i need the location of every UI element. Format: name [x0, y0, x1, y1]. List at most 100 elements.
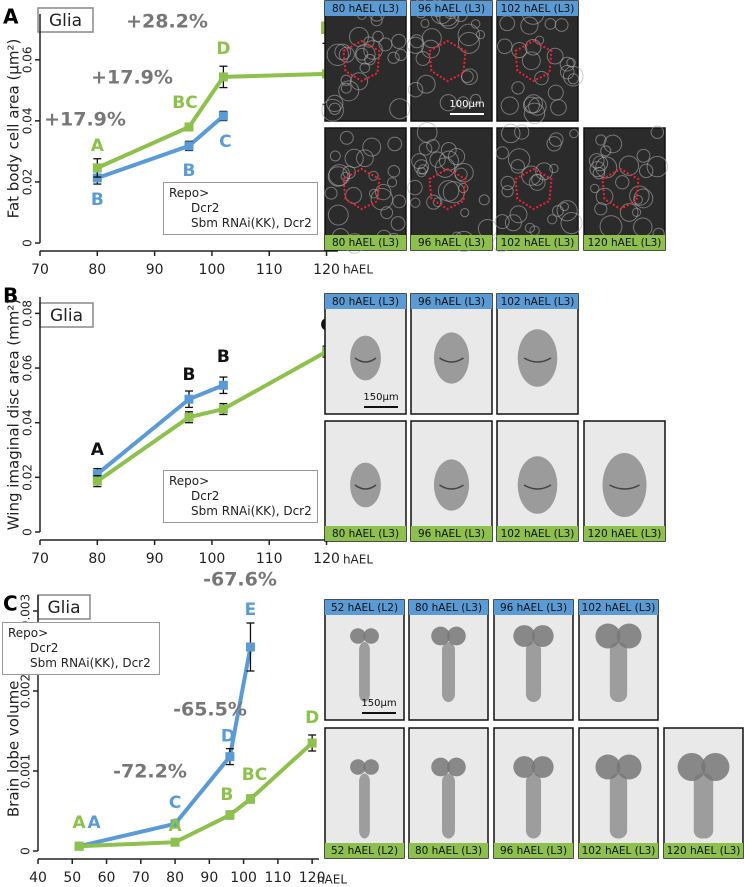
cell — [429, 151, 446, 168]
image-label-band — [325, 294, 406, 309]
panel-letter: A — [3, 5, 19, 29]
marker — [184, 122, 194, 132]
group-label: D — [305, 708, 319, 728]
cell — [457, 23, 481, 47]
image-label-band — [325, 1, 406, 16]
cell — [544, 17, 557, 30]
cell — [500, 175, 515, 191]
group-label: A — [91, 440, 105, 460]
cell-outline — [428, 39, 467, 83]
marker — [92, 469, 102, 479]
legend: Repo> Dcr2 Sbm RNAi(KK), Dcr2 — [2, 622, 160, 675]
cell — [549, 163, 559, 174]
cell — [328, 102, 341, 115]
y-tick-label: 0.02 — [21, 169, 35, 196]
legend-label: Sbm RNAi(KK), Dcr2 — [30, 656, 151, 670]
cell — [650, 125, 665, 139]
cell — [340, 82, 352, 94]
cell — [547, 84, 564, 101]
tissue — [517, 329, 558, 387]
tissue — [602, 453, 647, 517]
image-label: 80 hAEL (L3) — [332, 3, 399, 15]
tissue — [616, 754, 642, 780]
cell — [439, 94, 457, 112]
cell — [407, 179, 423, 196]
cell — [363, 40, 383, 60]
cell — [389, 98, 411, 120]
image-label-band — [325, 235, 406, 250]
x-tick-label: 100 — [199, 262, 226, 278]
cell — [559, 56, 575, 72]
tissue-fold — [439, 357, 464, 363]
cell — [470, 19, 481, 29]
x-tick-label: 120 — [313, 262, 340, 278]
cell — [535, 162, 554, 181]
y-tick-label: 0.08 — [21, 300, 35, 327]
panel-letter: B — [3, 284, 18, 308]
x-tick-label: 70 — [31, 551, 49, 567]
cell — [524, 222, 536, 234]
legend-entry: Dcr2 — [169, 201, 312, 216]
cell — [394, 48, 408, 62]
x-tick-label: 80 — [88, 262, 106, 278]
tissue — [350, 628, 366, 644]
legend-title: Repo> — [8, 626, 49, 640]
x-tick-label: 120 — [313, 551, 340, 567]
cell — [438, 150, 459, 171]
legend-entry: Sbm RNAi(KK), Dcr2 — [169, 216, 312, 231]
legend-title: Repo> — [169, 474, 210, 488]
x-axis-label: hAEL — [317, 873, 347, 887]
tissue-fold — [439, 484, 464, 490]
cell — [432, 197, 443, 208]
cell-outline — [601, 167, 640, 211]
legend-swatch — [169, 504, 187, 519]
cell — [638, 163, 654, 179]
marker — [184, 141, 194, 151]
cell — [500, 96, 519, 115]
marker — [245, 794, 255, 804]
legend-swatch — [169, 201, 187, 216]
cell — [520, 16, 539, 35]
micrograph — [410, 293, 493, 415]
legend-entry: Sbm RNAi(KK), Dcr2 — [8, 656, 154, 671]
group-label: B — [183, 365, 196, 385]
tissue — [431, 626, 450, 646]
cell — [470, 93, 482, 105]
annotation: -67.6% — [203, 569, 277, 591]
image-label: 80 hAEL (L3) — [332, 237, 399, 249]
y-axis-label: Fat body cell area (µm²) — [5, 39, 23, 219]
image-label: 80 hAEL (L3) — [415, 845, 482, 857]
tissue — [359, 773, 370, 839]
image-label: 102 hAEL (L3) — [501, 237, 575, 249]
tissue — [350, 462, 381, 508]
image-label-band — [409, 843, 488, 858]
image-label: 80 hAEL (L3) — [332, 296, 399, 308]
cell — [329, 150, 341, 162]
tissue — [595, 623, 621, 649]
micrograph — [324, 599, 405, 721]
image-label: 96 hAEL (L3) — [418, 237, 485, 249]
panel-label: Glia — [47, 598, 80, 618]
tissue — [442, 773, 455, 839]
image-label-band — [664, 843, 743, 858]
group-label: BC — [172, 93, 197, 113]
cell — [501, 185, 514, 198]
cell-outline — [514, 39, 553, 83]
legend-label: Dcr2 — [191, 489, 220, 503]
marker — [92, 163, 102, 173]
cell — [521, 165, 542, 186]
cell — [420, 18, 430, 28]
image-label-band — [497, 526, 578, 541]
tissue — [363, 759, 379, 775]
legend-label: Sbm RNAi(KK), Dcr2 — [191, 504, 312, 518]
cell — [416, 167, 427, 178]
cell — [391, 33, 407, 49]
y-tick-label: 0.001 — [19, 754, 33, 788]
cell — [615, 175, 630, 190]
tissue — [513, 625, 536, 647]
cell-outline — [428, 167, 467, 211]
tissue — [447, 626, 466, 646]
panel-letter: C — [3, 592, 18, 616]
cell — [418, 141, 433, 156]
image-label-band — [579, 600, 658, 615]
